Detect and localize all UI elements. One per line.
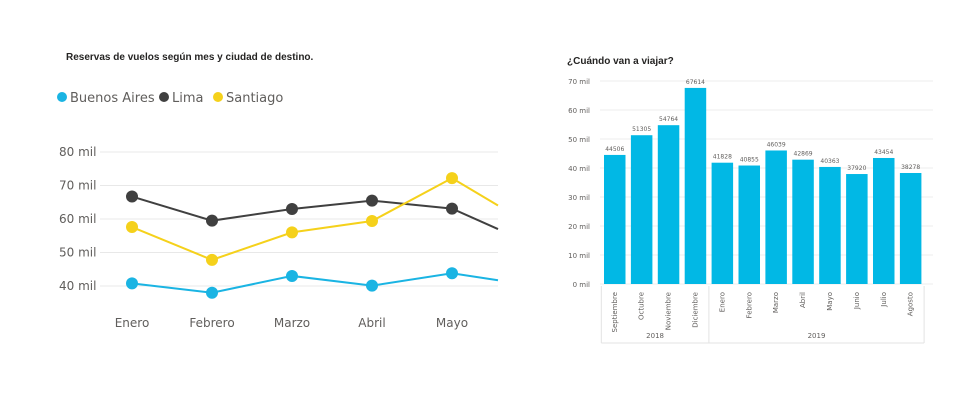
bar-4[interactable] xyxy=(711,162,734,284)
series-line-0 xyxy=(131,272,499,294)
bar-x-tick-label: Enero xyxy=(718,292,726,312)
series-line-1 xyxy=(131,195,499,230)
legend-marker-0[interactable] xyxy=(57,92,67,102)
bar-chart-title: ¿Cuándo van a viajar? xyxy=(567,56,674,67)
bar-data-label: 40855 xyxy=(740,157,759,164)
bar-data-label: 44506 xyxy=(605,146,624,153)
bar-data-label: 43454 xyxy=(874,149,893,156)
bar-data-label: 41828 xyxy=(713,154,732,161)
bar-chart: ¿Cuándo van a viajar? 0 mil 10 mil 20 mil 3… xyxy=(567,56,933,344)
series-0-point-2[interactable] xyxy=(286,269,298,282)
series-2-point-1[interactable] xyxy=(206,253,218,266)
bar-1[interactable] xyxy=(630,135,653,284)
series-1-point-2[interactable] xyxy=(286,202,298,215)
series-1 xyxy=(126,190,499,230)
bar-y-tick-label: 20 mil xyxy=(568,223,590,231)
series-0 xyxy=(126,267,499,299)
bar-x-tick-label: Diciembre xyxy=(691,292,699,328)
bar-8[interactable] xyxy=(819,166,841,284)
bar-data-label: 38278 xyxy=(901,164,920,171)
line-chart-x-axis: Enero Febrero Marzo Abril Mayo xyxy=(115,316,468,330)
bar-7[interactable] xyxy=(792,159,814,284)
bar-x-tick-label: Agosto xyxy=(907,292,915,316)
bar-x-tick-label: Febrero xyxy=(745,292,753,318)
bar-0[interactable] xyxy=(604,154,626,284)
bar-x-tick-label: Julio xyxy=(880,292,888,308)
bar-9[interactable] xyxy=(846,174,868,284)
series-1-point-4[interactable] xyxy=(446,202,458,215)
series-line-2 xyxy=(131,176,499,261)
year-group-label: 2019 xyxy=(808,332,826,340)
bar-data-label: 37920 xyxy=(847,165,866,172)
bar-x-tick-label: Mayo xyxy=(826,292,834,311)
bar-chart-data-labels: 44506 51305 54764 67614 41828 40855 46039 42869… xyxy=(605,79,920,172)
bar-y-tick-label: 10 mil xyxy=(568,252,590,260)
line-chart-series xyxy=(126,172,499,299)
bar-3[interactable] xyxy=(684,87,707,284)
line-x-tick-label: Abril xyxy=(358,316,385,330)
bar-y-tick-label: 70 mil xyxy=(568,78,590,86)
series-1-point-1[interactable] xyxy=(206,214,218,227)
legend-marker-1[interactable] xyxy=(159,92,169,102)
bar-data-label: 67614 xyxy=(686,79,705,86)
bar-6[interactable] xyxy=(765,150,787,284)
series-2-point-3[interactable] xyxy=(366,215,378,228)
bar-chart-bars xyxy=(604,87,922,284)
legend-label-2[interactable]: Santiago xyxy=(226,91,283,106)
bar-2[interactable] xyxy=(657,125,680,284)
bar-y-tick-label: 60 mil xyxy=(568,107,590,115)
line-chart-gridlines xyxy=(100,151,498,287)
series-1-point-0[interactable] xyxy=(126,190,138,203)
bar-y-tick-label: 40 mil xyxy=(568,165,590,173)
series-2-point-4[interactable] xyxy=(446,172,458,185)
bar-data-label: 46039 xyxy=(767,141,786,148)
line-x-tick-label: Mayo xyxy=(436,316,468,330)
line-x-tick-label: Enero xyxy=(115,316,150,330)
line-y-tick-label: 70 mil xyxy=(59,179,96,193)
bar-data-label: 54764 xyxy=(659,116,678,123)
line-y-tick-label: 80 mil xyxy=(59,145,96,159)
series-0-point-3[interactable] xyxy=(366,279,378,292)
bar-y-tick-label: 0 mil xyxy=(573,281,590,289)
legend-marker-2[interactable] xyxy=(213,92,223,102)
line-y-tick-label: 50 mil xyxy=(59,246,96,260)
year-group-label: 2018 xyxy=(646,332,664,340)
line-x-tick-label: Febrero xyxy=(189,316,234,330)
series-0-point-1[interactable] xyxy=(206,286,218,299)
line-chart: Reservas de vuelos según mes y ciudad de… xyxy=(57,52,499,330)
legend-label-0[interactable]: Buenos Aires xyxy=(70,91,155,106)
bar-y-tick-label: 50 mil xyxy=(568,136,590,144)
legend-label-1[interactable]: Lima xyxy=(172,91,203,106)
bar-x-tick-label: Marzo xyxy=(772,292,780,313)
bar-x-tick-label: Septiembre xyxy=(611,292,619,332)
series-0-point-4[interactable] xyxy=(446,267,458,280)
bar-chart-x-axis: Septiembre Octubre Noviembre Diciembre Enero… xyxy=(611,292,915,333)
bar-x-tick-label: Junio xyxy=(853,292,861,310)
line-y-tick-label: 60 mil xyxy=(59,212,96,226)
series-1-point-3[interactable] xyxy=(366,194,378,207)
bar-data-label: 42869 xyxy=(794,151,813,158)
line-chart-title: Reservas de vuelos según mes y ciudad de… xyxy=(66,52,314,63)
series-0-point-0[interactable] xyxy=(126,277,138,290)
line-chart-legend[interactable]: Buenos Aires Lima Santiago xyxy=(57,91,283,106)
bar-chart-year-groups: 2018 2019 xyxy=(600,286,925,344)
bar-data-label: 40363 xyxy=(820,158,839,165)
bar-chart-y-axis: 0 mil 10 mil 20 mil 30 mil 40 mil 50 mil 60 mi… xyxy=(568,78,590,289)
line-chart-y-axis: 40 mil 50 mil 60 mil 70 mil 80 mil xyxy=(59,145,96,293)
line-y-tick-label: 40 mil xyxy=(59,279,96,293)
bar-data-label: 51305 xyxy=(632,126,651,133)
bar-x-tick-label: Octubre xyxy=(638,292,646,320)
bar-y-tick-label: 30 mil xyxy=(568,194,590,202)
line-x-tick-label: Marzo xyxy=(274,316,310,330)
series-2-point-2[interactable] xyxy=(286,226,298,239)
bar-x-tick-label: Noviembre xyxy=(665,292,673,330)
bar-5[interactable] xyxy=(738,165,761,284)
bar-10[interactable] xyxy=(873,157,895,284)
series-2 xyxy=(126,172,499,266)
bar-x-tick-label: Abril xyxy=(799,292,807,308)
bar-11[interactable] xyxy=(899,172,922,284)
series-2-point-0[interactable] xyxy=(126,221,138,234)
